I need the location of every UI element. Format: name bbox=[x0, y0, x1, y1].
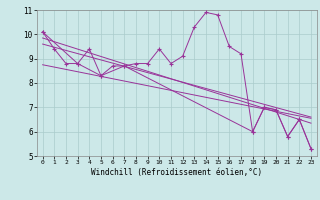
X-axis label: Windchill (Refroidissement éolien,°C): Windchill (Refroidissement éolien,°C) bbox=[91, 168, 262, 177]
